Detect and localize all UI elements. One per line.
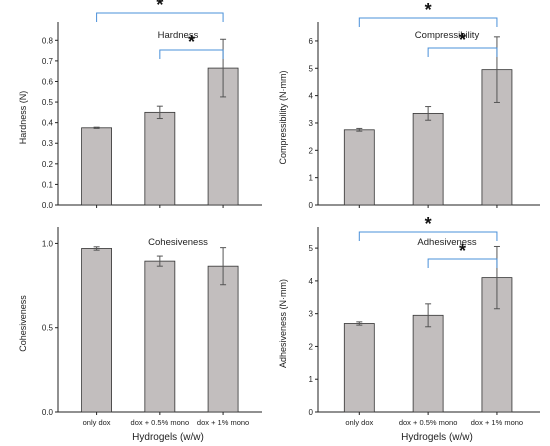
bar <box>412 112 444 206</box>
significance-star: * <box>425 0 432 20</box>
y-axis-label: Adhesiveness (N·mm) <box>278 279 288 368</box>
y-tick-label: 0.5 <box>42 324 54 333</box>
y-tick-label: 3 <box>309 119 314 128</box>
panel-title: Cohesiveness <box>148 237 208 248</box>
chart-panel-2: 0 1 2 3 4 5 6 Compressibility (N·mm) Compressibi… <box>278 0 540 210</box>
x-tick-label: dox + 0.5% mono <box>399 418 458 427</box>
bar <box>144 111 176 206</box>
bar <box>81 248 112 413</box>
y-tick-label: 4 <box>309 92 314 101</box>
significance-bracket <box>96 12 224 22</box>
y-tick-label: 2 <box>309 342 314 351</box>
significance-star: * <box>156 0 163 15</box>
panel-title: Hardness <box>158 30 199 41</box>
y-tick-label: 0.4 <box>42 119 54 128</box>
x-tick-label: dox + 1% mono <box>197 418 249 427</box>
y-tick-label: 5 <box>309 244 314 253</box>
significance-bracket <box>427 47 498 57</box>
x-tick-label: dox + 1% mono <box>471 418 523 427</box>
panel-title: Compressibility <box>415 30 480 41</box>
x-tick-label: dox + 0.5% mono <box>131 418 190 427</box>
significance-star: * <box>459 30 466 50</box>
y-tick-label: 2 <box>309 146 314 155</box>
y-tick-label: 0 <box>309 408 314 417</box>
y-tick-label: 0.8 <box>42 36 54 45</box>
y-tick-label: 0.1 <box>42 180 54 189</box>
significance-star: * <box>188 32 195 52</box>
significance-star: * <box>459 241 466 261</box>
bar <box>144 260 176 413</box>
y-tick-label: 0.0 <box>42 408 54 417</box>
y-axis-label: Compressibility (N·mm) <box>278 70 288 164</box>
y-tick-label: 4 <box>309 277 314 286</box>
x-axis-label: Hydrogels (w/w) <box>401 432 473 443</box>
bar <box>207 265 239 413</box>
y-tick-label: 1 <box>309 174 314 183</box>
chart-panel-1: 0.0 0.1 0.2 0.3 0.4 0.5 0.6 0.7 0.8 Hardness (N) H… <box>18 0 262 210</box>
y-tick-label: 1 <box>309 375 314 384</box>
y-tick-label: 0 <box>309 201 314 210</box>
significance-bracket <box>427 258 498 268</box>
y-tick-label: 5 <box>309 64 314 73</box>
y-tick-label: 0.3 <box>42 139 54 148</box>
y-tick-label: 3 <box>309 310 314 319</box>
x-axis-label: Hydrogels (w/w) <box>132 432 204 443</box>
y-tick-label: 0.0 <box>42 201 54 210</box>
bar <box>343 323 375 413</box>
bar <box>343 129 375 206</box>
significance-bracket <box>159 49 224 59</box>
significance-bracket <box>358 231 498 241</box>
y-axis-label: Hardness (N) <box>18 91 28 145</box>
panel-title: Adhesiveness <box>417 237 476 248</box>
y-tick-label: 6 <box>309 37 314 46</box>
y-tick-label: 0.6 <box>42 77 54 86</box>
x-tick-label: only dox <box>83 418 111 427</box>
chart-panel-3: 0.0 0.5 1.0 Cohesiveness Cohesiveness only do… <box>18 227 262 443</box>
y-tick-label: 1.0 <box>42 239 54 248</box>
x-tick-label: only dox <box>345 418 373 427</box>
y-tick-label: 0.7 <box>42 57 54 66</box>
chart-panel-4: 0 1 2 3 4 5 Adhesiveness (N·mm) Adhesiveness onl… <box>278 214 540 443</box>
y-tick-label: 0.2 <box>42 160 54 169</box>
y-tick-label: 0.5 <box>42 98 54 107</box>
bar <box>412 314 444 413</box>
bar <box>81 127 112 206</box>
significance-bracket <box>358 17 498 27</box>
significance-star: * <box>425 214 432 234</box>
y-axis-label: Cohesiveness <box>18 295 28 352</box>
